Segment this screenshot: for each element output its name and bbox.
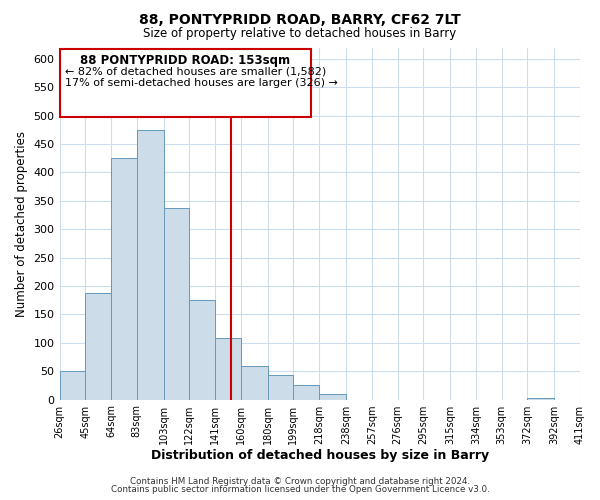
X-axis label: Distribution of detached houses by size in Barry: Distribution of detached houses by size … bbox=[151, 450, 489, 462]
Text: 17% of semi-detached houses are larger (326) →: 17% of semi-detached houses are larger (… bbox=[65, 78, 338, 88]
Bar bbox=[268, 374, 293, 400]
Bar bbox=[293, 386, 319, 400]
FancyBboxPatch shape bbox=[59, 48, 311, 117]
Bar bbox=[85, 293, 111, 400]
Text: Contains HM Land Registry data © Crown copyright and database right 2024.: Contains HM Land Registry data © Crown c… bbox=[130, 477, 470, 486]
Bar bbox=[111, 158, 137, 400]
Bar bbox=[59, 371, 85, 400]
Bar bbox=[190, 300, 215, 400]
Text: Size of property relative to detached houses in Barry: Size of property relative to detached ho… bbox=[143, 28, 457, 40]
Bar bbox=[164, 208, 190, 400]
Bar bbox=[319, 394, 346, 400]
Bar bbox=[527, 398, 554, 400]
Text: 88 PONTYPRIDD ROAD: 153sqm: 88 PONTYPRIDD ROAD: 153sqm bbox=[80, 54, 290, 68]
Text: Contains public sector information licensed under the Open Government Licence v3: Contains public sector information licen… bbox=[110, 485, 490, 494]
Bar bbox=[137, 130, 164, 400]
Y-axis label: Number of detached properties: Number of detached properties bbox=[15, 130, 28, 316]
Text: 88, PONTYPRIDD ROAD, BARRY, CF62 7LT: 88, PONTYPRIDD ROAD, BARRY, CF62 7LT bbox=[139, 12, 461, 26]
Bar bbox=[241, 366, 268, 400]
Bar bbox=[215, 338, 241, 400]
Text: ← 82% of detached houses are smaller (1,582): ← 82% of detached houses are smaller (1,… bbox=[65, 67, 326, 77]
